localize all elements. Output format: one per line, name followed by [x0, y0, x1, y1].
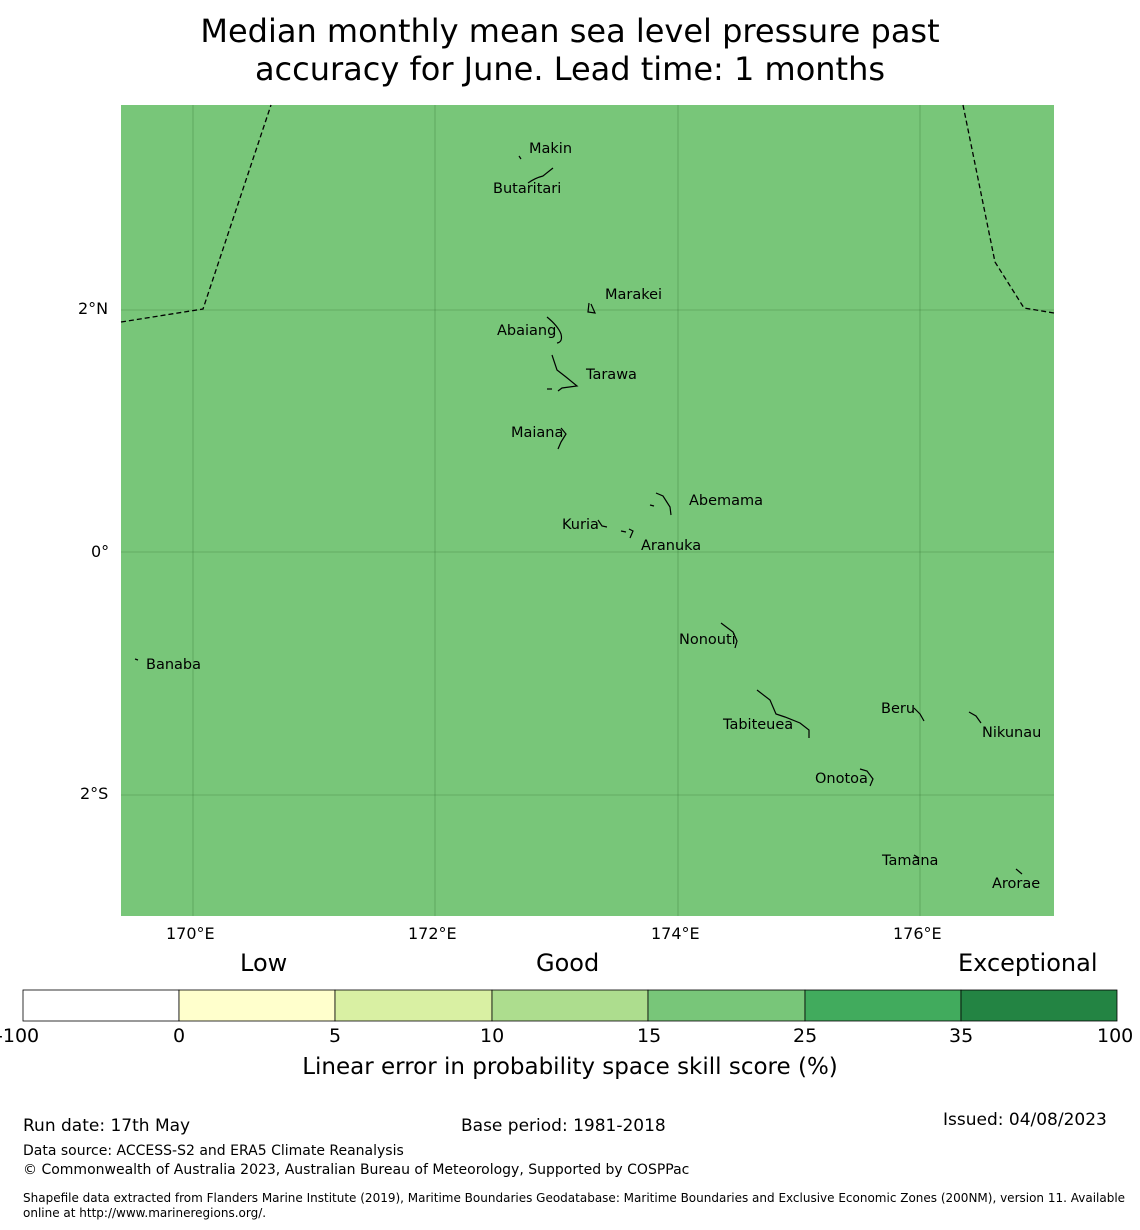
colorbar-bin-4 — [491, 989, 649, 1022]
legend-category-good: Good — [536, 949, 600, 977]
colorbar-bin-5 — [647, 989, 806, 1022]
place-label-tarawa: Tarawa — [586, 367, 637, 383]
lon-label-170e: 170°E — [166, 924, 215, 943]
place-label-makin: Makin — [529, 141, 573, 157]
colorbar-tick-label: 15 — [637, 1025, 662, 1047]
place-label-kuria: Kuria — [562, 517, 599, 533]
legend-category-low: Low — [240, 949, 288, 977]
eez-boundary — [120, 104, 1055, 323]
place-label-beru: Beru — [881, 701, 916, 717]
copyright-notice: © Commonwealth of Australia 2023, Austra… — [23, 1162, 690, 1178]
place-label-abemama: Abemama — [689, 493, 764, 509]
colorbar-tick-label: 100 — [1097, 1025, 1134, 1047]
map-gridlines — [121, 105, 1054, 916]
base-period: Base period: 1981-2018 — [461, 1116, 666, 1136]
run-date: Run date: 17th May — [23, 1116, 191, 1136]
map-fill — [121, 105, 1054, 916]
colorbar-tick-label: 0 — [173, 1025, 186, 1047]
colorbar-tick-label: -100 — [0, 1025, 40, 1047]
lat-label-2n: 2°N — [78, 299, 109, 318]
legend-category-exceptional: Exceptional — [958, 949, 1098, 977]
place-label-butaritari: Butaritari — [493, 181, 562, 197]
lat-label-2s: 2°S — [80, 784, 109, 803]
lat-label-0: 0° — [91, 542, 110, 561]
colorbar — [22, 989, 1118, 1022]
lon-label-172e: 172°E — [408, 924, 457, 943]
map-title-line-1: Median monthly mean sea level pressure p… — [200, 12, 940, 50]
data-source: Data source: ACCESS-S2 and ERA5 Climate … — [23, 1143, 404, 1159]
place-label-nonouti: Nonouti — [679, 632, 736, 648]
place-label-tabiteuea: Tabiteuea — [723, 717, 794, 733]
place-label-onotoa: Onotoa — [815, 771, 868, 787]
place-label-maiana: Maiana — [511, 425, 564, 441]
lon-label-176e: 176°E — [893, 924, 942, 943]
place-label-arorae: Arorae — [992, 876, 1041, 892]
place-label-nikunau: Nikunau — [982, 725, 1042, 741]
place-label-marakei: Marakei — [605, 287, 663, 303]
map-title-line-2: accuracy for June. Lead time: 1 months — [254, 50, 886, 88]
island-coastlines — [134, 155, 1023, 875]
colorbar-title: Linear error in probability space skill … — [302, 1054, 838, 1080]
place-label-tamana: Tamana — [882, 853, 939, 869]
colorbar-tick-label: 35 — [949, 1025, 974, 1047]
colorbar-bin-3 — [334, 989, 493, 1022]
colorbar-tick-label: 25 — [793, 1025, 818, 1047]
colorbar-tick-label: 5 — [329, 1025, 342, 1047]
lon-label-174e: 174°E — [651, 924, 700, 943]
colorbar-bin-2 — [178, 989, 336, 1022]
place-label-aranuka: Aranuka — [641, 538, 702, 554]
shapefile-credit: Shapefile data extracted from Flanders M… — [23, 1191, 1126, 1220]
colorbar-bin-7 — [960, 989, 1118, 1022]
place-label-abaiang: Abaiang — [497, 323, 557, 339]
colorbar-tick-label: 10 — [480, 1025, 505, 1047]
colorbar-bin-1 — [22, 989, 180, 1022]
place-label-banaba: Banaba — [146, 657, 201, 673]
map-title: Median monthly mean sea level pressure p… — [0, 12, 1140, 88]
colorbar-bin-6 — [804, 989, 962, 1022]
issued-date: Issued: 04/08/2023 — [943, 1110, 1107, 1130]
